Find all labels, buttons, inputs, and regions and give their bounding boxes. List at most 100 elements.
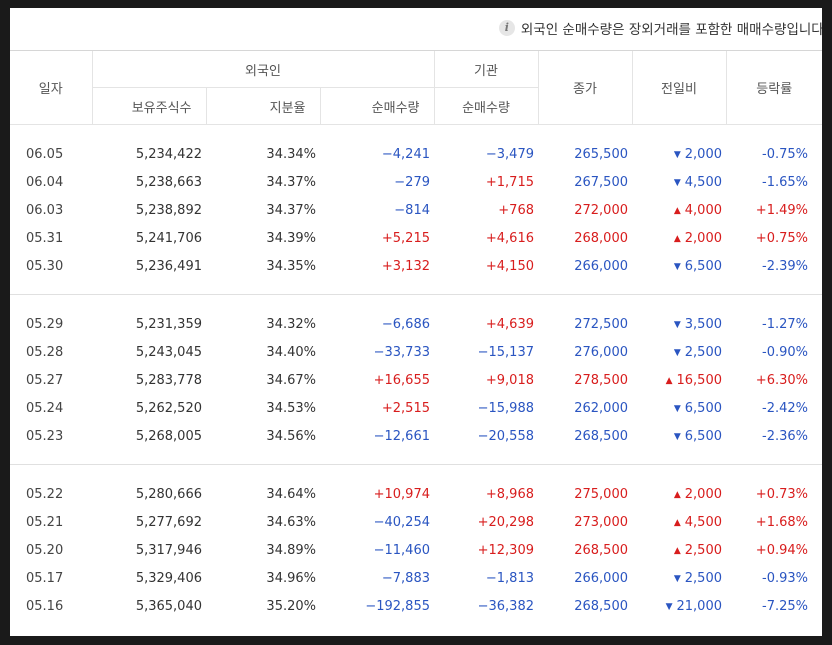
- trading-table: 일자 외국인 기관 종가 전일비 등락률 보유주식수 지분율 순매수량 순매수량…: [10, 50, 822, 636]
- ratio-cell: 34.34%: [266, 146, 316, 162]
- rate-cell: +1.68%: [755, 514, 808, 530]
- ratio-cell: 35.20%: [266, 598, 316, 614]
- change-value: 2,000: [684, 486, 722, 502]
- triangle-up-icon: ▲: [673, 489, 681, 500]
- holdings-cell: 5,317,946: [135, 542, 202, 558]
- foreign-net-cell: +16,655: [373, 372, 430, 388]
- change-cell: ▼ 6,500: [632, 422, 726, 450]
- triangle-down-icon: ▼: [673, 403, 681, 414]
- change-cell: ▲ 4,500: [632, 508, 726, 536]
- change-cell: ▼ 6,500: [632, 394, 726, 422]
- spacer-cell: [10, 465, 822, 481]
- close-cell: 266,000: [574, 258, 628, 274]
- divider-cell: [10, 620, 822, 636]
- change-cell: ▲ 2,000: [632, 480, 726, 508]
- inst-net-cell: +8,968: [485, 486, 534, 502]
- col-holdings-header: 보유주식수: [91, 87, 206, 125]
- date-cell: 05.24: [26, 400, 64, 416]
- change-value: 6,500: [684, 400, 722, 416]
- foreign-net-cell: −11,460: [373, 542, 430, 558]
- date-cell: 06.03: [26, 202, 64, 218]
- ratio-cell: 34.89%: [266, 542, 316, 558]
- change-value: 4,500: [684, 174, 722, 190]
- change-value: 2,500: [684, 570, 722, 586]
- date-cell: 05.31: [26, 230, 64, 246]
- table-row: 05.31 5,241,706 34.39% +5,215 +4,616 268,000 ▲…: [10, 224, 822, 252]
- date-cell: 05.29: [26, 316, 64, 332]
- date-cell: 05.28: [26, 344, 64, 360]
- holdings-cell: 5,280,666: [135, 486, 202, 502]
- inst-net-cell: −20,558: [477, 428, 534, 444]
- group-spacer: [10, 295, 822, 311]
- triangle-down-icon: ▼: [673, 149, 681, 160]
- close-cell: 268,500: [574, 428, 628, 444]
- group-divider: [10, 280, 822, 295]
- date-cell: 06.05: [26, 146, 64, 162]
- foreign-net-cell: −814: [394, 202, 430, 218]
- col-foreign-net-header: 순매수량: [319, 87, 434, 125]
- date-cell: 06.04: [26, 174, 64, 190]
- group-spacer: [10, 465, 822, 481]
- close-cell: 262,000: [574, 400, 628, 416]
- foreign-net-cell: −7,883: [381, 570, 430, 586]
- table-row: 05.21 5,277,692 34.63% −40,254 +20,298 273,00…: [10, 508, 822, 536]
- holdings-cell: 5,365,040: [135, 598, 202, 614]
- close-cell: 268,500: [574, 542, 628, 558]
- rate-cell: -7.25%: [762, 598, 808, 614]
- table-row: 05.28 5,243,045 34.40% −33,733 −15,137 276,00…: [10, 338, 822, 366]
- change-cell: ▼ 2,500: [632, 564, 726, 592]
- date-cell: 05.22: [26, 486, 64, 502]
- change-cell: ▼ 2,000: [632, 140, 726, 168]
- table-row: 06.03 5,238,892 34.37% −814 +768 272,000 ▲ 4,00…: [10, 196, 822, 224]
- divider-cell: [10, 280, 822, 295]
- foreign-net-cell: −279: [394, 174, 430, 190]
- change-value: 6,500: [684, 428, 722, 444]
- change-value: 2,000: [684, 146, 722, 162]
- inst-net-cell: +20,298: [477, 514, 534, 530]
- date-cell: 05.21: [26, 514, 64, 530]
- close-cell: 275,000: [574, 486, 628, 502]
- triangle-down-icon: ▼: [673, 431, 681, 442]
- holdings-cell: 5,238,663: [135, 174, 202, 190]
- foreign-net-cell: +3,132: [381, 258, 430, 274]
- info-icon[interactable]: i: [498, 20, 515, 36]
- inst-net-cell: −1,813: [485, 570, 534, 586]
- ratio-cell: 34.37%: [266, 202, 316, 218]
- close-cell: 266,000: [574, 570, 628, 586]
- date-cell: 05.23: [26, 428, 64, 444]
- col-rate-header: 등락률: [725, 50, 822, 125]
- col-inst-net-header: 순매수량: [433, 87, 538, 125]
- holdings-cell: 5,329,406: [135, 570, 202, 586]
- col-foreign-header: 외국인: [91, 50, 434, 88]
- rate-cell: +6.30%: [755, 372, 808, 388]
- ratio-cell: 34.67%: [266, 372, 316, 388]
- change-value: 2,000: [684, 230, 722, 246]
- holdings-cell: 5,236,491: [135, 258, 202, 274]
- change-value: 21,000: [676, 598, 723, 614]
- triangle-down-icon: ▼: [673, 177, 681, 188]
- rate-cell: -2.42%: [762, 400, 808, 416]
- inst-net-cell: +768: [498, 202, 534, 218]
- divider-cell: [10, 450, 822, 465]
- col-institution-header: 기관: [433, 50, 538, 88]
- inst-net-cell: +12,309: [477, 542, 534, 558]
- inst-net-cell: −15,988: [477, 400, 534, 416]
- triangle-down-icon: ▼: [673, 573, 681, 584]
- rate-cell: -2.36%: [762, 428, 808, 444]
- change-value: 3,500: [684, 316, 722, 332]
- table-row: 05.29 5,231,359 34.32% −6,686 +4,639 272,500 ▼…: [10, 310, 822, 338]
- ratio-cell: 34.39%: [266, 230, 316, 246]
- change-value: 2,500: [684, 542, 722, 558]
- close-cell: 272,000: [574, 202, 628, 218]
- foreign-net-cell: −192,855: [365, 598, 430, 614]
- change-cell: ▼ 3,500: [632, 310, 726, 338]
- table-row: 06.05 5,234,422 34.34% −4,241 −3,479 265,500 ▼…: [10, 140, 822, 168]
- inst-net-cell: +4,616: [485, 230, 534, 246]
- inst-net-cell: −15,137: [477, 344, 534, 360]
- date-cell: 05.30: [26, 258, 64, 274]
- inst-net-cell: −3,479: [485, 146, 534, 162]
- holdings-cell: 5,241,706: [135, 230, 202, 246]
- date-cell: 05.20: [26, 542, 64, 558]
- triangle-up-icon: ▲: [673, 545, 681, 556]
- table-row: 05.16 5,365,040 35.20% −192,855 −36,382 268,5…: [10, 592, 822, 620]
